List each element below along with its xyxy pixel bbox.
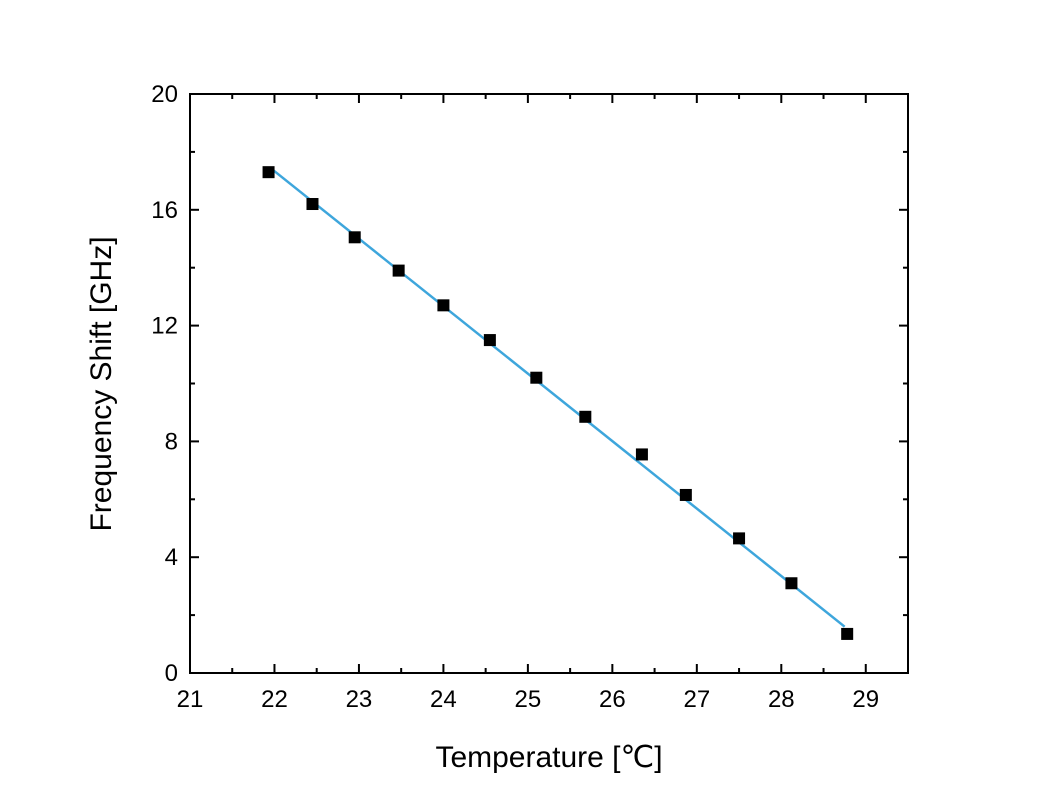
y-tick-label: 8 bbox=[165, 428, 178, 455]
y-tick-label: 0 bbox=[165, 660, 178, 687]
y-tick-label: 20 bbox=[151, 81, 178, 108]
plot-frame bbox=[189, 93, 909, 674]
x-tick-label: 24 bbox=[430, 686, 457, 713]
x-tick-label: 21 bbox=[177, 686, 204, 713]
x-tick-label: 28 bbox=[768, 686, 795, 713]
y-tick-label: 4 bbox=[165, 544, 178, 571]
x-tick-label: 29 bbox=[852, 686, 879, 713]
fit-layer bbox=[269, 166, 846, 628]
y-tick-label: 16 bbox=[151, 197, 178, 224]
data-point bbox=[530, 371, 543, 384]
data-point bbox=[785, 577, 798, 590]
data-point bbox=[679, 488, 692, 501]
x-tick-label: 27 bbox=[683, 686, 710, 713]
data-point bbox=[348, 231, 361, 244]
data-point bbox=[392, 264, 405, 277]
data-point bbox=[437, 299, 450, 312]
ticks-layer bbox=[189, 93, 909, 674]
points-layer bbox=[262, 166, 854, 640]
x-tick-label: 26 bbox=[599, 686, 626, 713]
x-tick-label: 23 bbox=[346, 686, 373, 713]
data-point bbox=[733, 532, 746, 545]
data-point bbox=[579, 410, 592, 423]
data-point bbox=[483, 334, 496, 347]
fit-line bbox=[269, 166, 846, 628]
data-point bbox=[262, 166, 275, 179]
data-point bbox=[841, 627, 854, 640]
x-tick-label: 25 bbox=[515, 686, 542, 713]
x-tick-label: 22 bbox=[261, 686, 288, 713]
x-axis-title: Temperature [℃] bbox=[435, 741, 662, 774]
tick-labels-layer: 21 22 23 24 25 26 27 28 29 0 4 8 12 16 20 bbox=[151, 81, 879, 713]
y-tick-label: 12 bbox=[151, 313, 178, 340]
data-point bbox=[635, 448, 648, 461]
y-axis-title: Frequency Shift [GHz] bbox=[85, 236, 118, 531]
data-point bbox=[306, 198, 319, 211]
